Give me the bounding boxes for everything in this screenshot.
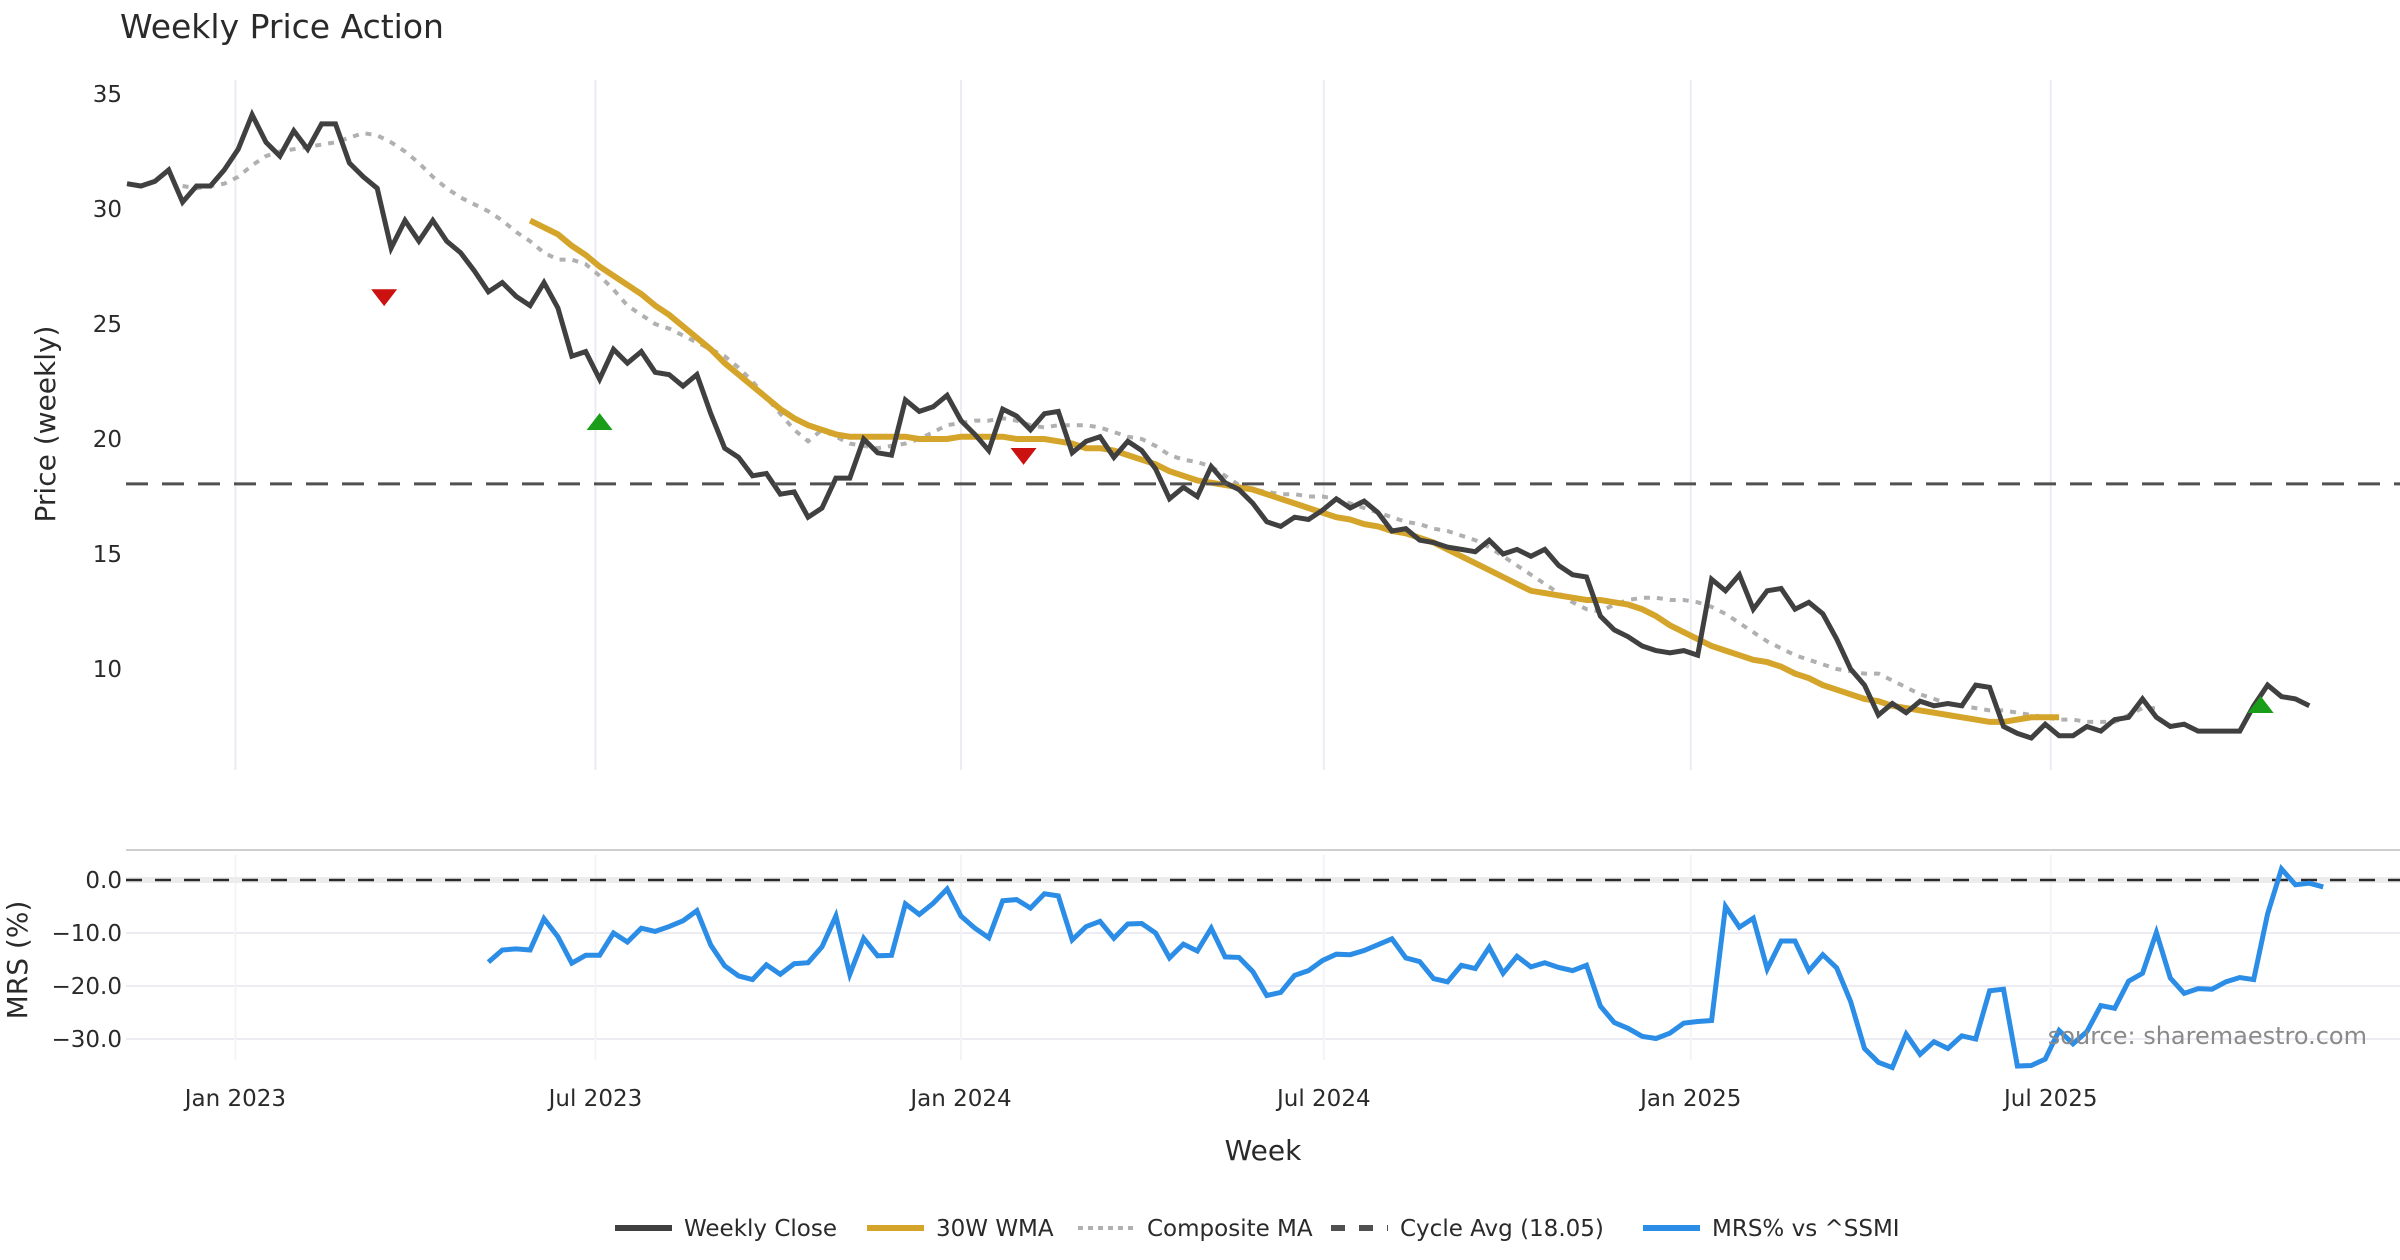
mrs-line [486, 863, 2324, 1071]
mrs-grid [126, 855, 2400, 1060]
legend-label: Cycle Avg (18.05) [1400, 1216, 1604, 1242]
mrs-y-tick-label: −10.0 [52, 921, 122, 947]
legend-label: Composite MA [1147, 1216, 1313, 1242]
buy-signal-marker [2247, 696, 2274, 713]
legend-label: 30W WMA [936, 1216, 1054, 1242]
signal-markers [371, 289, 2274, 713]
mrs-y-tick-label: 0.0 [85, 868, 122, 894]
x-tick-label: Jul 2024 [1275, 1086, 1371, 1112]
chart-title: Weekly Price Action [120, 7, 444, 46]
mrs-series [486, 863, 2324, 1071]
weekly-close-line [126, 108, 2311, 741]
legend-label: Weekly Close [684, 1216, 837, 1242]
price-grid [234, 80, 2052, 770]
x-tick-label: Jan 2024 [908, 1086, 1011, 1112]
mrs-y-tick-label: −20.0 [52, 974, 122, 1000]
price-series [126, 108, 2400, 741]
mrs-y-tick-label: −30.0 [52, 1027, 122, 1053]
price-y-tick-label: 30 [93, 197, 122, 223]
x-tick-label: Jan 2025 [1638, 1086, 1741, 1112]
price-y-tick-label: 20 [93, 427, 122, 453]
source-watermark: source: sharemaestro.com [2048, 1022, 2367, 1050]
x-axis-label: Week [1225, 1134, 1302, 1167]
price-y-tick-label: 15 [93, 542, 122, 568]
composite-ma-line [182, 131, 2157, 724]
x-tick-label: Jul 2025 [2002, 1086, 2098, 1112]
price-y-tick-label: 35 [93, 82, 122, 108]
legend-item: 30W WMA [867, 1216, 1054, 1242]
legend: Weekly Close 30W WMA Composite MA Cycle Avg… [615, 1216, 1900, 1242]
legend-item: Weekly Close [615, 1216, 837, 1242]
sell-signal-marker [371, 289, 398, 307]
legend-item: Cycle Avg (18.05) [1331, 1216, 1604, 1242]
mrs-y-ticks: 0.0 −10.0 −20.0 −30.0 [52, 868, 122, 1053]
mrs-y-axis-label: MRS (%) [1, 901, 34, 1020]
legend-item: MRS% vs ^SSMI [1643, 1216, 1900, 1242]
price-y-axis-label: Price (weekly) [29, 326, 62, 523]
x-tick-label: Jul 2023 [547, 1086, 643, 1112]
price-y-tick-label: 25 [93, 312, 122, 338]
price-y-tick-label: 10 [93, 657, 122, 683]
buy-signal-marker [586, 413, 613, 431]
sell-signal-marker [1010, 447, 1037, 465]
x-ticks: Jan 2023 Jul 2023 Jan 2024 Jul 2024 Jan 2025… [183, 1086, 2098, 1112]
x-tick-label: Jan 2023 [183, 1086, 286, 1112]
30w-wma-line [528, 217, 2060, 725]
price-y-ticks: 10 15 20 25 30 35 [93, 82, 122, 683]
legend-item: Composite MA [1078, 1216, 1313, 1242]
legend-label: MRS% vs ^SSMI [1712, 1216, 1900, 1242]
